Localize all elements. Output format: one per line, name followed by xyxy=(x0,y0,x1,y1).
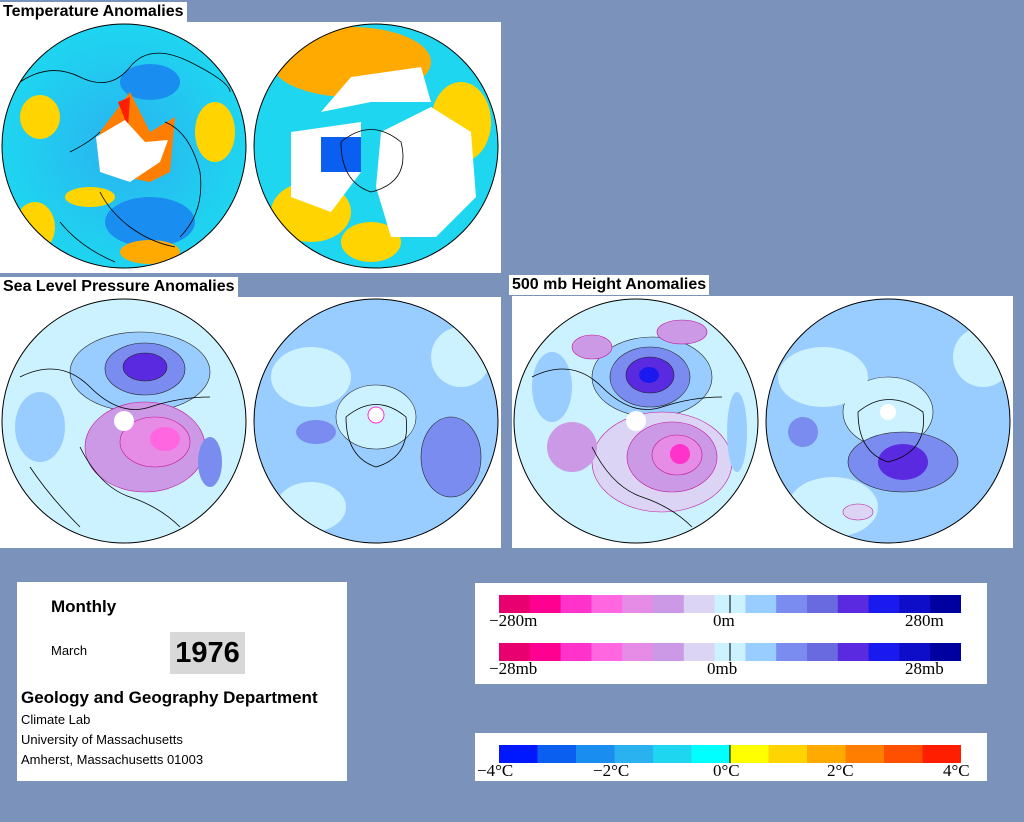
height-scale-swatch xyxy=(807,595,839,613)
pressure-tick-mid: 0mb xyxy=(707,659,738,678)
height-title: 500 mb Height Anomalies xyxy=(509,275,710,295)
temperature-scale-swatch xyxy=(576,745,615,763)
temperature-panel xyxy=(0,22,501,273)
temperature-scale-bar xyxy=(499,745,961,763)
height-tick-left: −280m xyxy=(489,611,538,630)
height-scale-swatch xyxy=(499,595,531,613)
height-map-south xyxy=(765,298,1011,544)
pressure-scale-swatch xyxy=(529,643,562,661)
slp-map-north xyxy=(1,298,247,544)
pressure-scale-swatch xyxy=(683,643,716,661)
temperature-legend-box: −4°C −2°C 0°C 2°C 4°C xyxy=(475,733,987,781)
height-scale-swatch xyxy=(622,595,654,613)
height-scale-swatch xyxy=(776,595,808,613)
temperature-tick-2: −2°C xyxy=(593,761,630,780)
temperature-scale-swatch xyxy=(922,745,961,763)
height-tick-right: 280m xyxy=(905,611,944,630)
height-scale-swatch xyxy=(560,595,592,613)
temperature-scale-swatch xyxy=(614,745,654,763)
address-label: Amherst, Massachusetts 01003 xyxy=(21,752,204,767)
pressure-scale-swatch xyxy=(499,643,531,661)
pressure-scale-swatch xyxy=(776,643,808,661)
pressure-scale-swatch xyxy=(899,643,931,661)
temperature-scale-swatch xyxy=(730,745,769,763)
period-label: Monthly xyxy=(51,597,117,616)
temperature-scale-swatch xyxy=(653,745,692,763)
temperature-scale-swatch xyxy=(768,745,808,763)
temperature-scale-swatch xyxy=(691,745,731,763)
info-box: Monthly March 1976 Geology and Geography… xyxy=(17,582,347,781)
temperature-tick-3: 0°C xyxy=(713,761,740,780)
temperature-scale-swatch xyxy=(884,745,923,763)
temperature-title: Temperature Anomalies xyxy=(0,2,187,22)
pressure-scale-swatch xyxy=(868,643,900,661)
height-scale-swatch xyxy=(837,595,870,613)
temperature-map-south xyxy=(253,23,499,269)
height-map-north xyxy=(513,298,759,544)
temperature-tick-1: −4°C xyxy=(477,761,514,780)
slp-title: Sea Level Pressure Anomalies xyxy=(0,277,238,297)
pressure-scale-bar xyxy=(499,643,961,661)
temperature-scale-swatch xyxy=(499,745,538,763)
height-scale-swatch xyxy=(683,595,716,613)
height-scale-swatch xyxy=(591,595,623,613)
slp-panel xyxy=(0,297,501,548)
height-scale-swatch xyxy=(745,595,777,613)
pressure-scale-swatch xyxy=(622,643,654,661)
month-label: March xyxy=(51,643,88,658)
anomaly-legend-box: −280m 0m 280m −28mb 0mb 28mb xyxy=(475,583,987,684)
pressure-tick-right: 28mb xyxy=(905,659,944,678)
temperature-map-north xyxy=(1,23,247,269)
department-label: Geology and Geography Department xyxy=(21,688,318,707)
pressure-scale-swatch xyxy=(745,643,777,661)
pressure-scale-swatch xyxy=(837,643,870,661)
height-scale-swatch xyxy=(899,595,931,613)
temperature-tick-5: 4°C xyxy=(943,761,970,780)
university-label: University of Massachusetts xyxy=(21,732,183,747)
height-scale-bar xyxy=(499,595,961,613)
pressure-scale-swatch xyxy=(807,643,839,661)
pressure-scale-swatch xyxy=(591,643,623,661)
pressure-scale-swatch xyxy=(930,643,961,661)
height-scale-swatch xyxy=(868,595,900,613)
pressure-scale-swatch xyxy=(653,643,685,661)
slp-map-south xyxy=(253,298,499,544)
height-scale-swatch xyxy=(653,595,685,613)
lab-label: Climate Lab xyxy=(21,712,91,727)
temperature-scale-swatch xyxy=(845,745,885,763)
temperature-tick-4: 2°C xyxy=(827,761,854,780)
pressure-scale-swatch xyxy=(560,643,592,661)
year-label: 1976 xyxy=(170,632,245,674)
pressure-tick-left: −28mb xyxy=(489,659,538,678)
temperature-scale-swatch xyxy=(537,745,577,763)
height-scale-swatch xyxy=(930,595,961,613)
temperature-scale-swatch xyxy=(807,745,846,763)
height-scale-swatch xyxy=(529,595,562,613)
height-panel xyxy=(512,296,1013,548)
height-tick-mid: 0m xyxy=(713,611,735,630)
